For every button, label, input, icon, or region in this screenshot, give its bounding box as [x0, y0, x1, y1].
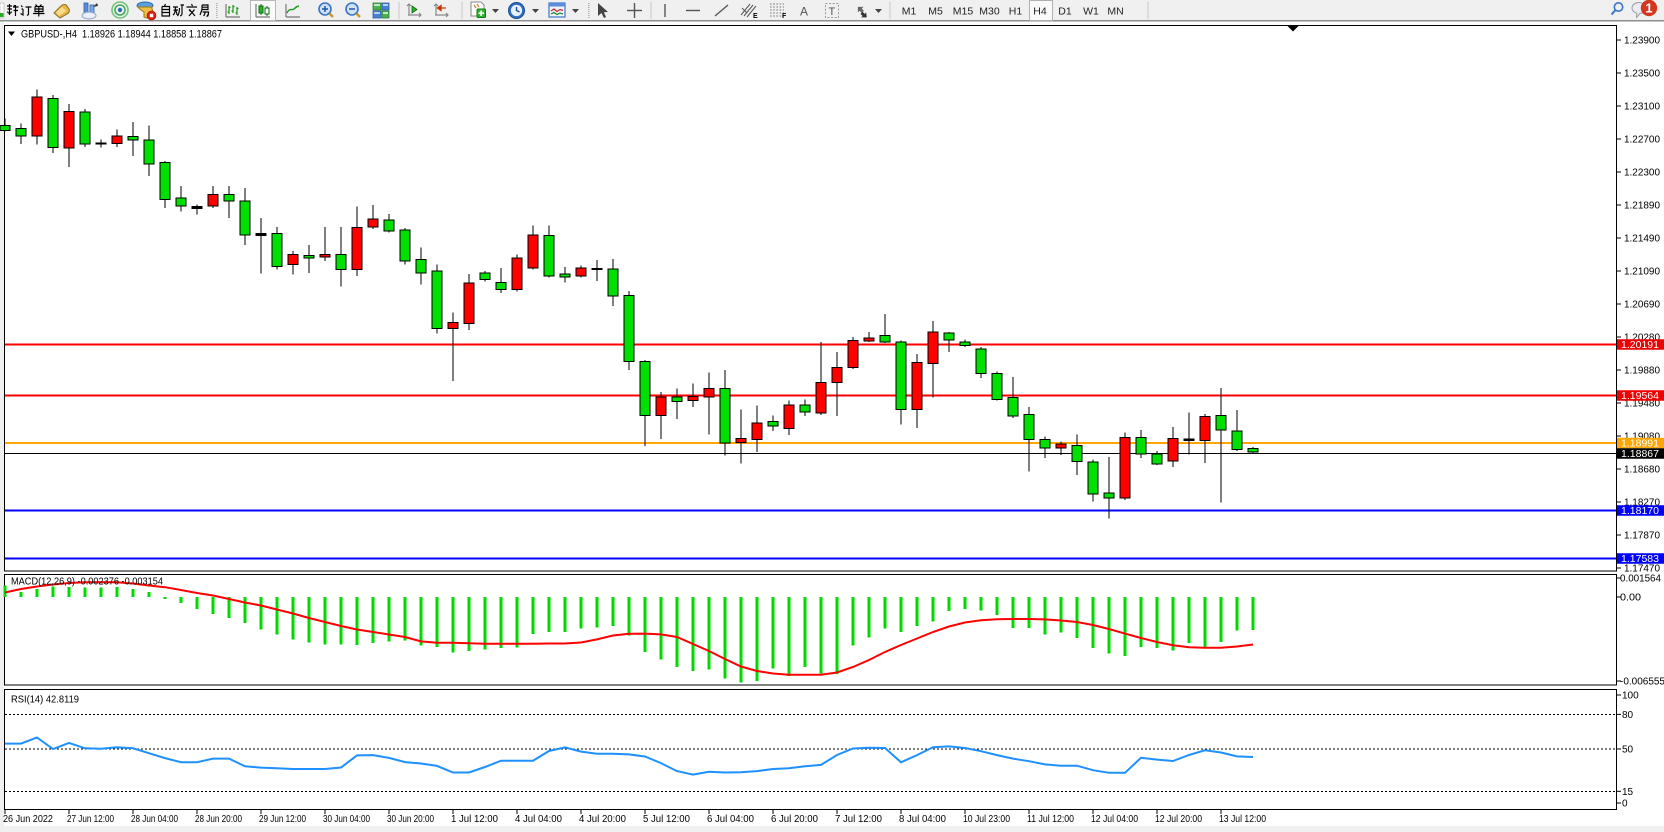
svg-text:30 Jun 20:00: 30 Jun 20:00: [387, 814, 434, 825]
svg-text:1.17470: 1.17470: [1624, 564, 1660, 575]
svg-text:M1: M1: [902, 6, 917, 18]
svg-text:1.20191: 1.20191: [1621, 339, 1659, 351]
svg-text:D1: D1: [1058, 6, 1072, 18]
svg-text:7 Jul 12:00: 7 Jul 12:00: [835, 814, 882, 825]
svg-text:50: 50: [1622, 745, 1634, 756]
svg-text:E: E: [753, 13, 758, 20]
svg-text:T: T: [829, 6, 836, 18]
svg-text:1.22300: 1.22300: [1624, 168, 1660, 179]
svg-text:1.19480: 1.19480: [1624, 399, 1660, 410]
svg-text:1.21490: 1.21490: [1624, 234, 1660, 245]
svg-text:0: 0: [1622, 799, 1628, 810]
svg-text:11 Jul 12:00: 11 Jul 12:00: [1027, 814, 1074, 825]
svg-text:MN: MN: [1107, 6, 1123, 18]
svg-text:15: 15: [1622, 787, 1634, 798]
svg-text:MACD(12,26,9) -0.002376 -0.003: MACD(12,26,9) -0.002376 -0.003154: [11, 576, 163, 588]
svg-text:1.20280: 1.20280: [1624, 333, 1660, 344]
svg-text:RSI(14) 42.8119: RSI(14) 42.8119: [11, 694, 79, 706]
svg-text:GBPUSD-,H4 1.18926 1.18944 1.: GBPUSD-,H4 1.18926 1.18944 1.18858 1.188…: [21, 29, 222, 41]
svg-text:1.23500: 1.23500: [1624, 69, 1660, 80]
svg-text:1.23900: 1.23900: [1624, 36, 1660, 47]
svg-text:1.17870: 1.17870: [1624, 531, 1660, 542]
svg-text:28 Jun 04:00: 28 Jun 04:00: [131, 814, 178, 825]
svg-text:0.00: 0.00: [1620, 593, 1641, 604]
svg-text:29 Jun 12:00: 29 Jun 12:00: [259, 814, 306, 825]
svg-text:1.21090: 1.21090: [1624, 267, 1660, 278]
svg-text:H1: H1: [1009, 6, 1023, 18]
svg-text:-0.006555: -0.006555: [1620, 677, 1664, 688]
svg-text:1.17583: 1.17583: [1621, 553, 1659, 565]
svg-text:26 Jun 2022: 26 Jun 2022: [3, 814, 53, 825]
svg-text:1.18991: 1.18991: [1621, 438, 1659, 450]
svg-text:1.23100: 1.23100: [1624, 102, 1660, 113]
svg-text:1.22700: 1.22700: [1624, 135, 1660, 146]
svg-text:100: 100: [1622, 691, 1639, 702]
svg-text:M15: M15: [953, 6, 974, 18]
svg-text:4 Jul 04:00: 4 Jul 04:00: [515, 814, 562, 825]
svg-text:1.20690: 1.20690: [1624, 300, 1660, 311]
svg-text:8 Jul 04:00: 8 Jul 04:00: [899, 814, 946, 825]
svg-text:1.19080: 1.19080: [1624, 432, 1660, 443]
svg-text:0.001564: 0.001564: [1620, 574, 1661, 585]
svg-text:A: A: [800, 5, 808, 19]
svg-text:1.18170: 1.18170: [1621, 505, 1659, 517]
svg-text:12 Jul 04:00: 12 Jul 04:00: [1091, 814, 1138, 825]
svg-text:80: 80: [1622, 710, 1634, 721]
svg-text:4 Jul 20:00: 4 Jul 20:00: [579, 814, 626, 825]
svg-text:1.21890: 1.21890: [1624, 201, 1660, 212]
svg-text:28 Jun 20:00: 28 Jun 20:00: [195, 814, 242, 825]
svg-text:1.18270: 1.18270: [1624, 498, 1660, 509]
svg-text:12 Jul 20:00: 12 Jul 20:00: [1155, 814, 1202, 825]
svg-text:1.18680: 1.18680: [1624, 465, 1660, 476]
svg-text:6 Jul 20:00: 6 Jul 20:00: [771, 814, 818, 825]
svg-text:H4: H4: [1033, 6, 1047, 18]
svg-text:1.19564: 1.19564: [1621, 390, 1659, 402]
svg-text:F: F: [782, 13, 787, 20]
svg-text:W1: W1: [1083, 6, 1099, 18]
svg-text:M5: M5: [928, 6, 943, 18]
svg-text:30 Jun 04:00: 30 Jun 04:00: [323, 814, 370, 825]
svg-text:1.19880: 1.19880: [1624, 366, 1660, 377]
svg-text:5 Jul 12:00: 5 Jul 12:00: [643, 814, 690, 825]
svg-text:13 Jul 12:00: 13 Jul 12:00: [1219, 814, 1266, 825]
svg-text:1: 1: [1645, 1, 1652, 16]
svg-text:M30: M30: [979, 6, 1000, 18]
svg-text:1 Jul 12:00: 1 Jul 12:00: [451, 814, 498, 825]
svg-text:10 Jul 23:00: 10 Jul 23:00: [963, 814, 1010, 825]
svg-text:1.18867: 1.18867: [1621, 448, 1659, 460]
svg-text:6 Jul 04:00: 6 Jul 04:00: [707, 814, 754, 825]
svg-text:27 Jun 12:00: 27 Jun 12:00: [67, 814, 114, 825]
